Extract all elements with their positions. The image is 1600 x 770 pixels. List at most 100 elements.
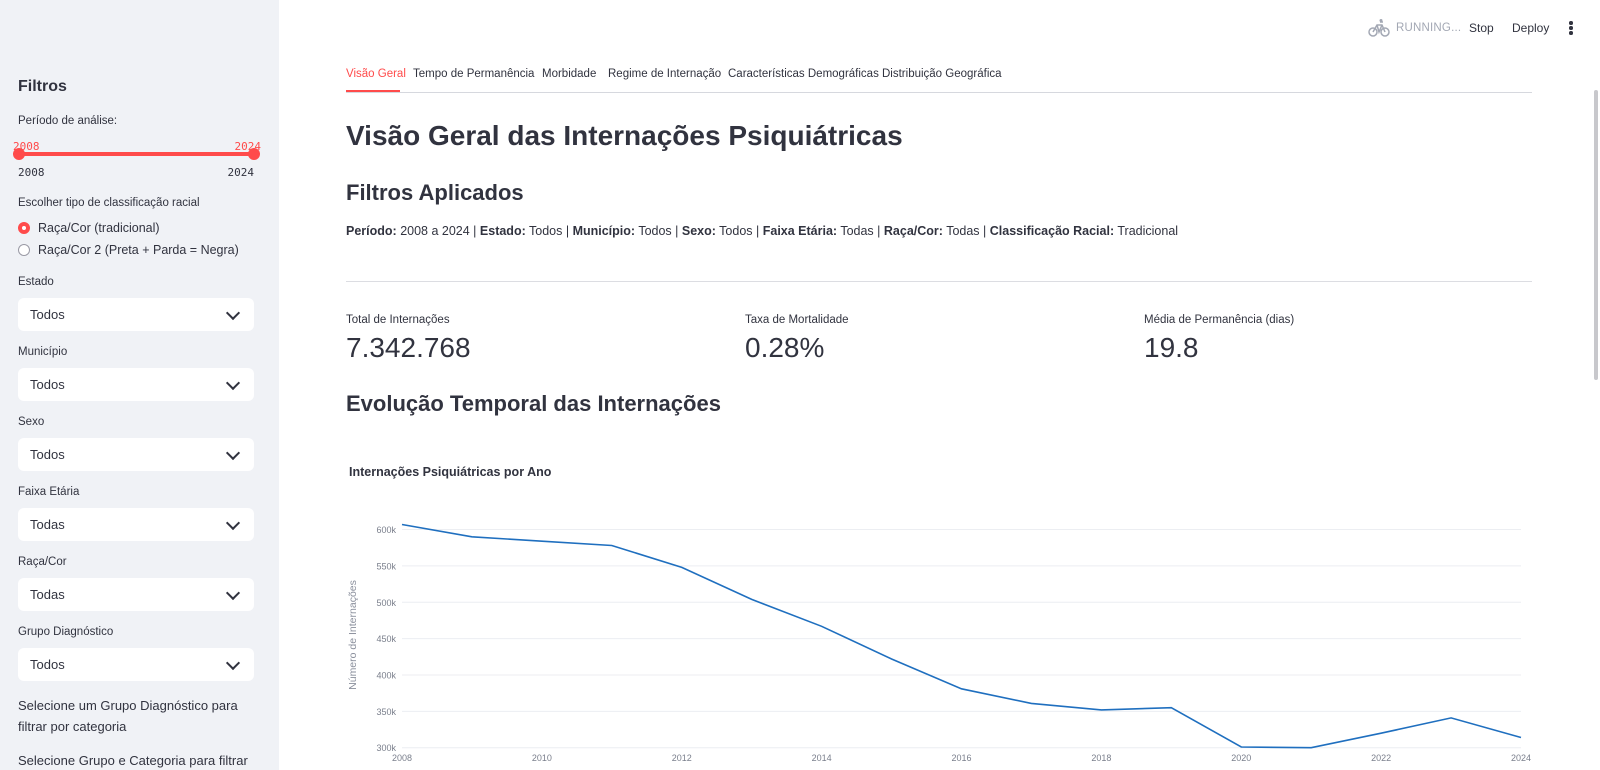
chevron-down-icon: [225, 445, 241, 460]
x-tick-label: 2022: [1371, 753, 1391, 763]
grupo-value: Todos: [30, 657, 65, 672]
categoria-hint: Selecione Grupo e Categoria para filtrar: [18, 753, 248, 768]
metric-label-mortalidade: Taxa de Mortalidade: [745, 314, 849, 326]
y-tick-label: 300k: [376, 743, 396, 753]
y-tick-label: 550k: [376, 561, 396, 571]
sexo-select[interactable]: Todos: [18, 438, 254, 471]
x-tick-label: 2024: [1511, 753, 1531, 763]
radio-label: Raça/Cor (tradicional): [38, 221, 160, 235]
main-scrollbar[interactable]: [1594, 90, 1598, 380]
running-status: RUNNING...: [1396, 22, 1462, 34]
chevron-down-icon: [225, 585, 241, 600]
radio-selected-icon[interactable]: [18, 222, 30, 234]
slider-handle-end[interactable]: [248, 148, 260, 160]
more-vertical-icon[interactable]: [1569, 21, 1573, 35]
chevron-down-icon: [225, 305, 241, 320]
filter-key: Sexo:: [681, 224, 716, 238]
chart-canvas[interactable]: 300k 350k 400k 450k 500k 550k 600k 2008 2010 2012…: [346, 455, 1536, 770]
grupo-label: Grupo Diagnóstico: [18, 626, 114, 638]
filter-key: Estado:: [479, 224, 526, 238]
grupo-hint: Selecione um Grupo Diagnóstico para filt…: [18, 698, 238, 734]
municipio-value: Todos: [30, 377, 65, 392]
faixa-value: Todas: [30, 517, 65, 532]
radio-label: Raça/Cor 2 (Preta + Parda = Negra): [38, 243, 239, 257]
x-tick-label: 2018: [1091, 753, 1111, 763]
x-tick-label: 2016: [951, 753, 971, 763]
x-tick-label: 2014: [812, 753, 832, 763]
x-tick-label: 2008: [392, 753, 412, 763]
filter-key: Período:: [346, 224, 397, 238]
deploy-button[interactable]: Deploy: [1512, 21, 1550, 35]
filter-key: Município:: [572, 224, 636, 238]
bike-icon: [1368, 19, 1390, 37]
tab-distribuicao-geografica[interactable]: Distribuição Geográfica: [882, 68, 1002, 80]
chart-title: Internações Psiquiátricas por Ano: [349, 465, 552, 479]
faixa-label: Faixa Etária: [18, 486, 80, 498]
y-axis-label: Número de Internações: [347, 580, 359, 690]
evolution-heading: Evolução Temporal das Internações: [346, 391, 721, 416]
filters-heading: Filtros Aplicados: [346, 180, 524, 205]
applied-filters: Período: 2008 a 2024 | Estado: Todos | M…: [346, 224, 1179, 238]
metric-value-mortalidade: 0.28%: [745, 332, 825, 363]
filter-key: Classificação Racial:: [989, 224, 1115, 238]
tab-visao-geral[interactable]: Visão Geral: [346, 68, 406, 80]
estado-label: Estado: [18, 276, 54, 288]
tab-morbidade[interactable]: Morbidade: [542, 68, 597, 80]
active-tab-indicator: [346, 90, 400, 92]
slider-handle-start[interactable]: [13, 148, 25, 160]
metric-label-total: Total de Internações: [346, 314, 450, 326]
series-line: [401, 523, 1522, 749]
stop-button[interactable]: Stop: [1469, 21, 1494, 35]
y-tick-label: 350k: [376, 707, 396, 717]
divider: [346, 281, 1532, 282]
y-tick-label: 600k: [376, 525, 396, 535]
sidebar-title: Filtros: [18, 78, 67, 95]
filter-value: Todas: [840, 224, 874, 238]
raca-select[interactable]: Todas: [18, 578, 254, 611]
filter-key: Faixa Etária:: [762, 224, 838, 238]
filter-value: Todos: [529, 224, 563, 238]
filter-value: Todos: [638, 224, 672, 238]
line-chart: Internações Psiquiátricas por Ano 300k 35…: [346, 455, 1536, 770]
metric-value-permanencia: 19.8: [1144, 332, 1199, 363]
page-title: Visão Geral das Internações Psiquiátrica…: [346, 120, 903, 151]
period-label: Período de análise:: [18, 115, 118, 127]
tab-tempo-permanencia[interactable]: Tempo de Permanência: [413, 68, 535, 80]
y-tick-label: 450k: [376, 634, 396, 644]
tab-caracteristicas-demograficas[interactable]: Características Demográficas: [728, 68, 879, 80]
y-tick-label: 400k: [376, 671, 396, 681]
raca-label: Raça/Cor: [18, 556, 67, 568]
period-slider[interactable]: 2008 2024 2008 2024: [13, 140, 261, 180]
metric-label-permanencia: Média de Permanência (dias): [1144, 314, 1295, 326]
period-max-label: 2024: [227, 166, 255, 179]
filter-value: Todos: [719, 224, 753, 238]
racial-label: Escolher tipo de classificação racial: [18, 197, 200, 209]
radio-racial-negra[interactable]: Raça/Cor 2 (Preta + Parda = Negra): [18, 243, 239, 257]
municipio-label: Município: [18, 346, 68, 358]
filter-value: Tradicional: [1117, 224, 1179, 238]
period-min-label: 2008: [18, 166, 45, 179]
grupo-select[interactable]: Todos: [18, 648, 254, 681]
estado-select[interactable]: Todos: [18, 298, 254, 331]
chevron-down-icon: [225, 515, 241, 530]
radio-unselected-icon[interactable]: [18, 244, 30, 256]
x-tick-label: 2020: [1231, 753, 1251, 763]
y-tick-label: 500k: [376, 598, 396, 608]
raca-value: Todas: [30, 587, 65, 602]
chevron-down-icon: [225, 655, 241, 670]
tab-bar: Visão Geral Tempo de Permanência Morbida…: [346, 66, 1532, 93]
municipio-select[interactable]: Todos: [18, 368, 254, 401]
metric-value-total: 7.342.768: [346, 332, 471, 363]
filter-value: 2008 a 2024: [400, 224, 470, 238]
sidebar: Filtros Período de análise: 2008 2024 20…: [0, 0, 279, 770]
tab-regime-internacao[interactable]: Regime de Internação: [608, 68, 722, 80]
chevron-down-icon: [225, 375, 241, 390]
filter-key: Raça/Cor:: [883, 224, 943, 238]
sexo-value: Todos: [30, 447, 65, 462]
radio-racial-traditional[interactable]: Raça/Cor (tradicional): [18, 221, 160, 235]
slider-track[interactable]: [18, 152, 254, 156]
filter-value: Todas: [946, 224, 980, 238]
x-tick-label: 2012: [672, 753, 692, 763]
faixa-select[interactable]: Todas: [18, 508, 254, 541]
sexo-label: Sexo: [18, 416, 45, 428]
